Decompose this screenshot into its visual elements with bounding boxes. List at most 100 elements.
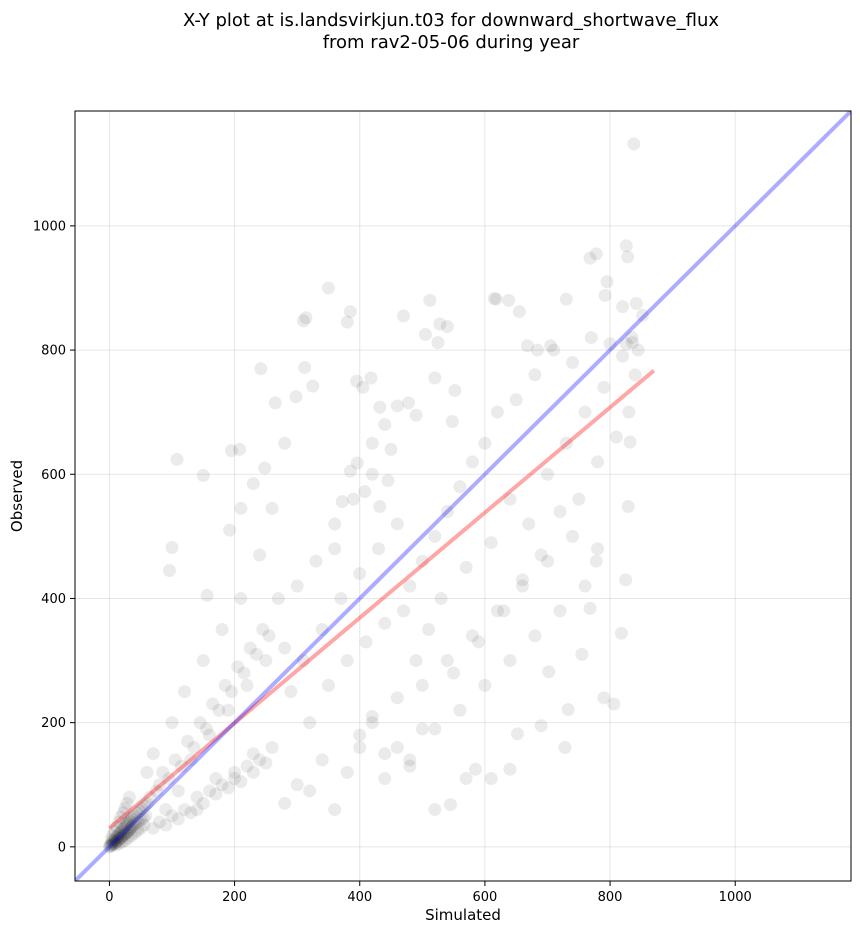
scatter-point <box>149 784 163 798</box>
scatter-point <box>127 826 141 840</box>
scatter-point <box>490 405 504 419</box>
scatter-point <box>503 492 517 506</box>
scatter-point <box>131 824 145 838</box>
scatter-point <box>309 554 323 568</box>
scatter-point <box>553 604 567 618</box>
scatter-point <box>428 529 442 543</box>
scatter-point <box>215 778 229 792</box>
scatter-point <box>113 826 127 840</box>
scatter-point <box>502 293 516 307</box>
scatter-point <box>423 293 437 307</box>
scatter-point <box>130 806 144 820</box>
scatter-point <box>544 339 558 353</box>
scatter-point <box>218 678 232 692</box>
scatter-point <box>122 790 136 804</box>
scatter-point <box>215 623 229 637</box>
scatter-point <box>390 517 404 531</box>
scatter-point <box>540 554 554 568</box>
scatter-point <box>259 654 273 668</box>
scatter-point <box>265 501 279 515</box>
scatter-point <box>116 806 130 820</box>
scatter-point <box>303 784 317 798</box>
scatter-point <box>625 331 639 345</box>
scatter-point <box>315 623 329 637</box>
scatter-point <box>108 832 122 846</box>
scatter-point <box>575 647 589 661</box>
scatter-point <box>353 567 367 581</box>
scatter-point <box>111 829 125 843</box>
scatter-point <box>129 816 143 830</box>
scatter-point <box>583 601 597 615</box>
scatter-point <box>469 762 483 776</box>
scatter-point <box>134 821 148 835</box>
scatter-point <box>509 393 523 407</box>
scatter-point <box>520 339 534 353</box>
y-axis-label: Observed <box>8 460 26 532</box>
scatter-point <box>107 836 121 850</box>
scatter-point <box>358 485 372 499</box>
scatter-point <box>397 604 411 618</box>
scatter-point <box>409 408 423 422</box>
scatter-point <box>566 529 580 543</box>
scatter-point <box>589 247 603 261</box>
scatter-point <box>558 740 572 754</box>
scatter-point <box>561 703 575 717</box>
scatter-point <box>196 654 210 668</box>
scatter-point <box>140 765 154 779</box>
scatter-point <box>378 616 392 630</box>
scatter-point <box>290 778 304 792</box>
scatter-point <box>359 635 373 649</box>
scatter-point <box>465 629 479 643</box>
scatter-point <box>619 239 633 253</box>
scatter-point <box>259 756 273 770</box>
x-axis-ticks: 0 200 400 600 800 1000 <box>105 881 752 905</box>
scatter-point <box>621 250 635 264</box>
scatter-point <box>165 716 179 730</box>
scatter-point <box>122 815 136 829</box>
scatter-point <box>566 355 580 369</box>
scatter-point <box>289 390 303 404</box>
scatter-point <box>403 579 417 593</box>
scatter-point <box>434 591 448 605</box>
scatter-point <box>115 835 129 849</box>
scatter-point <box>135 801 149 815</box>
scatter-point <box>487 292 501 306</box>
scatter-point <box>290 579 304 593</box>
scatter-point <box>120 796 134 810</box>
scatter-point <box>384 442 398 456</box>
scatter-point <box>110 834 124 848</box>
scatter-point <box>589 554 603 568</box>
scatter-point <box>515 573 529 587</box>
scatter-point <box>136 811 150 825</box>
scatter-point <box>622 405 636 419</box>
scatter-point <box>143 790 157 804</box>
scatter-point <box>119 817 133 831</box>
scatter-point <box>440 319 454 333</box>
scatter-point <box>231 660 245 674</box>
scatter-point <box>340 765 354 779</box>
scatter-point <box>256 623 270 637</box>
scatter-point <box>378 418 392 432</box>
x-tick-label: 400 <box>347 890 372 905</box>
scatter-point <box>187 740 201 754</box>
chart-title-line-1: X-Y plot at is.landsvirkjun.t03 for down… <box>183 10 719 31</box>
scatter-point <box>234 591 248 605</box>
scatter-point <box>340 654 354 668</box>
scatter-point <box>221 703 235 717</box>
scatter-point <box>110 820 124 834</box>
scatter-point <box>390 740 404 754</box>
scatter-point <box>484 536 498 550</box>
scatter-point <box>510 727 524 741</box>
grid <box>75 111 851 881</box>
scatter-point <box>616 300 630 314</box>
scatter-point <box>159 818 173 832</box>
scatter-point <box>284 685 298 699</box>
scatter-point <box>109 836 123 849</box>
scatter-point <box>278 796 292 810</box>
scatter-point <box>490 604 504 618</box>
scatter-point <box>353 728 367 742</box>
scatter-point <box>616 349 630 363</box>
scatter-point <box>278 641 292 655</box>
scatter-point <box>243 641 257 655</box>
scatter-point <box>228 772 242 786</box>
